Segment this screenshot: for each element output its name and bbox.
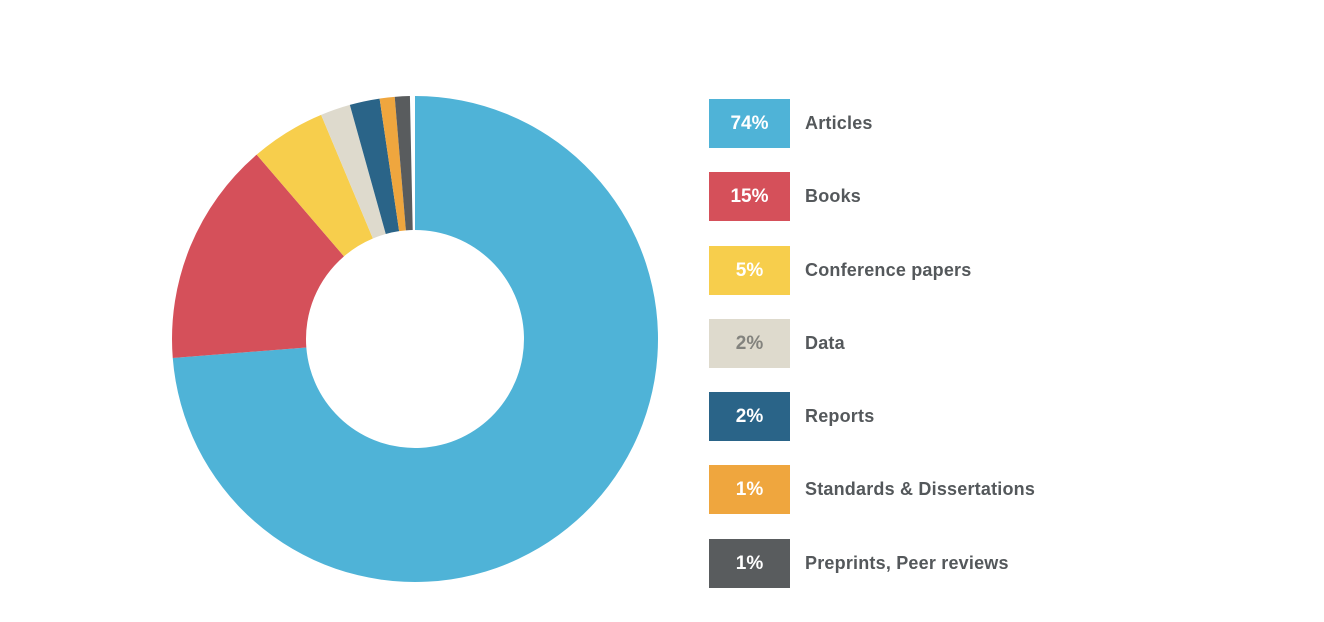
legend-item-conference-papers: 5% Conference papers — [709, 245, 1035, 295]
donut-chart — [172, 96, 659, 582]
legend-label-conference-papers: Conference papers — [805, 259, 972, 280]
legend-item-books: 15% Books — [709, 172, 1035, 222]
donut-slice-data — [321, 104, 386, 239]
legend-label-reports: Reports — [805, 406, 875, 427]
legend-item-reports: 2% Reports — [709, 392, 1035, 442]
legend-label-articles: Articles — [805, 113, 873, 133]
legend-label-data: Data — [805, 332, 845, 353]
legend-label-books: Books — [805, 186, 862, 207]
legend-item-data: 2% Data — [709, 318, 1035, 368]
legend-swatch-data: 2% — [709, 318, 790, 368]
legend-item-preprints-peer-reviews: 1% Preprints, Peer reviews — [709, 538, 1035, 588]
donut-slice-articles — [172, 96, 659, 582]
legend-swatch-preprints-peer-reviews: 1% — [709, 538, 790, 588]
legend-swatch-conference-papers: 5% — [709, 245, 790, 295]
donut-slice-books — [172, 154, 344, 359]
legend-swatch-articles: 74% — [709, 99, 790, 148]
donut-slice-standards-dissertations — [379, 96, 406, 232]
legend-swatch-books: 15% — [709, 172, 790, 222]
donut-slice-reports — [349, 98, 400, 234]
legend-swatch-reports: 2% — [709, 392, 790, 442]
legend-swatch-standards-dissertations: 1% — [709, 465, 790, 515]
donut-slice-preprints-peer-reviews — [394, 96, 413, 231]
legend-item-standards-dissertations: 1% Standards & Dissertations — [709, 465, 1036, 515]
legend-label-preprints-peer-reviews: Preprints, Peer reviews — [805, 552, 1009, 573]
legend-label-standards-dissertations: Standards & Dissertations — [805, 479, 1036, 500]
chart-legend: 74% Articles 15% Books 5% Conference pap… — [709, 99, 1035, 588]
donut-slice-conference-papers — [256, 114, 373, 257]
legend-item-articles: 74% Articles — [709, 99, 1035, 148]
